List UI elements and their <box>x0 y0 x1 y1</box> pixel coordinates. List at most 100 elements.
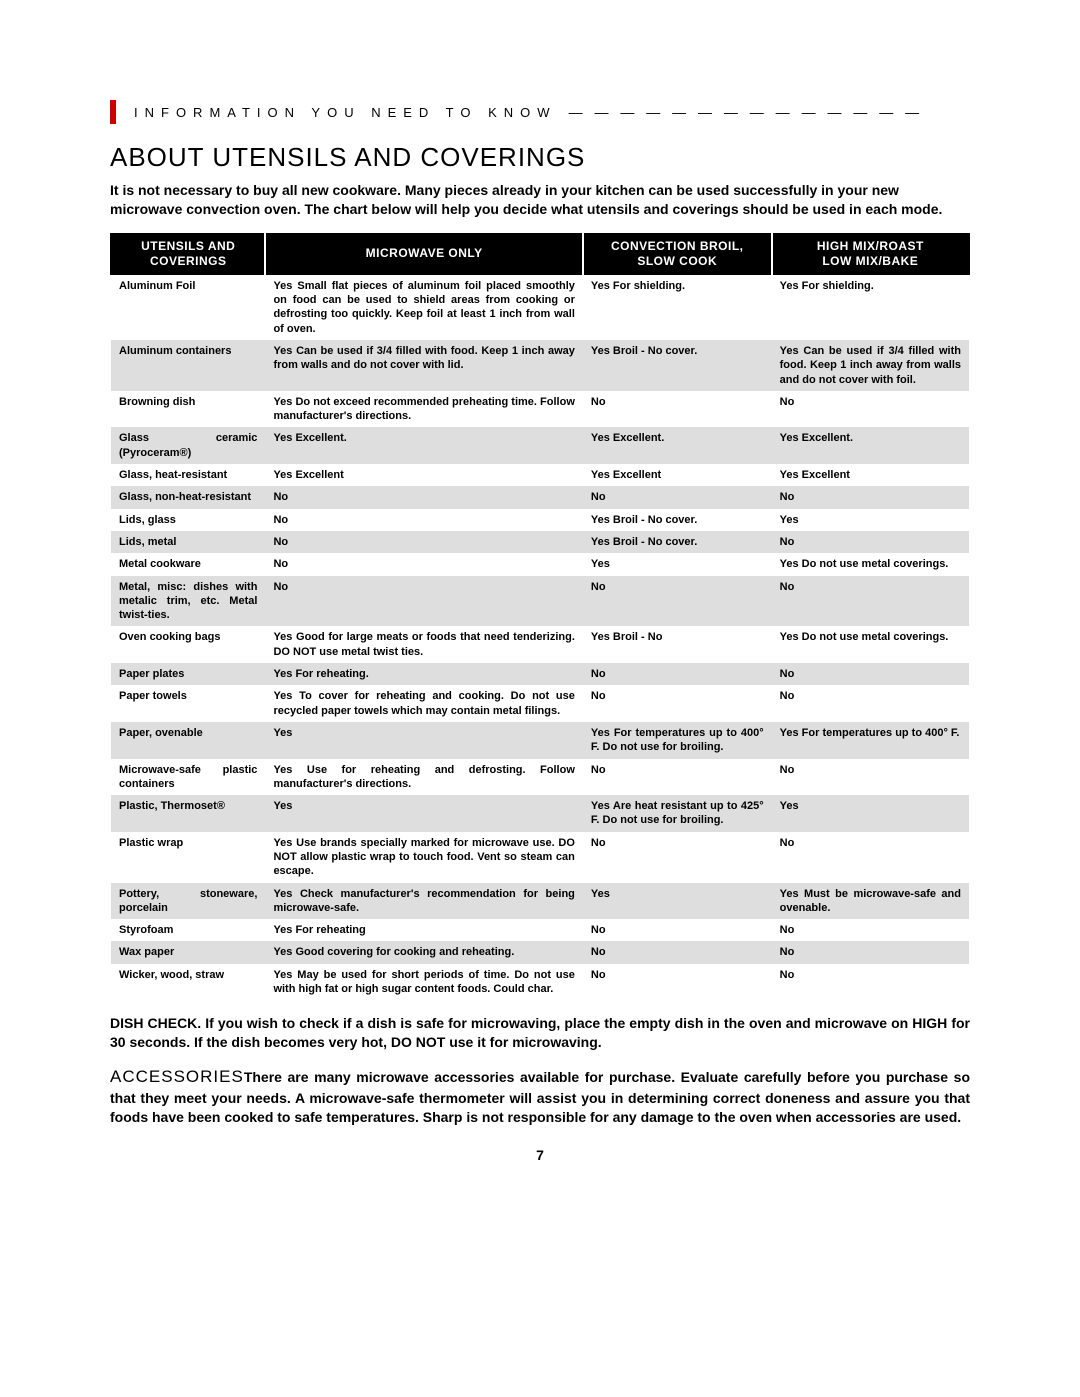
table-row: Aluminum FoilYes Small flat pieces of al… <box>111 275 969 340</box>
table-cell: Microwave-safe plastic containers <box>111 759 265 796</box>
accessories-label: ACCESSORIES <box>110 1067 244 1086</box>
table-cell: Oven cooking bags <box>111 626 265 663</box>
table-cell: Yes <box>583 883 772 920</box>
table-cell: No <box>772 486 969 508</box>
table-cell: Yes Must be microwave-safe and ovenable. <box>772 883 969 920</box>
table-cell: No <box>265 531 582 553</box>
table-cell: No <box>265 553 582 575</box>
table-cell: No <box>772 941 969 963</box>
table-row: Metal, misc: dishes with metalic trim, e… <box>111 576 969 627</box>
table-cell: Yes For reheating <box>265 919 582 941</box>
table-cell: Paper towels <box>111 685 265 722</box>
table-row: Microwave-safe plastic containersYes Use… <box>111 759 969 796</box>
table-row: Wax paperYes Good covering for cooking a… <box>111 941 969 963</box>
table-cell: Browning dish <box>111 391 265 428</box>
table-cell: Yes <box>772 795 969 832</box>
table-cell: Yes Small flat pieces of aluminum foil p… <box>265 275 582 340</box>
table-cell: Styrofoam <box>111 919 265 941</box>
page-title: ABOUT UTENSILS AND COVERINGS <box>110 142 970 173</box>
table-row: Glass, heat-resistant Yes ExcellentYes Ex… <box>111 464 969 486</box>
table-cell: Yes For shielding. <box>772 275 969 340</box>
table-cell: Lids, glass <box>111 509 265 531</box>
table-cell: Yes Broil - No <box>583 626 772 663</box>
table-row: Plastic wrapYes Use brands specially mar… <box>111 832 969 883</box>
table-cell: Yes Excellent <box>583 464 772 486</box>
th-microwave: Microwave Only <box>265 233 582 275</box>
table-cell: Wax paper <box>111 941 265 963</box>
manual-page: INFORMATION YOU NEED TO KNOW — — — — — —… <box>0 0 1080 1203</box>
table-cell: No <box>583 832 772 883</box>
table-cell: No <box>265 576 582 627</box>
utensils-table: Utensils andCoverings Microwave Only Con… <box>110 233 970 1001</box>
table-row: Aluminum containersYes Can be used if 3/… <box>111 340 969 391</box>
table-cell: Plastic wrap <box>111 832 265 883</box>
table-row: Metal cookwareNoYesYes Do not use metal … <box>111 553 969 575</box>
table-cell: Lids, metal <box>111 531 265 553</box>
accessories-paragraph: ACCESSORIESThere are many microwave acce… <box>110 1066 970 1127</box>
table-cell: Yes Excellent <box>772 464 969 486</box>
table-cell: Yes Broil - No cover. <box>583 509 772 531</box>
table-cell: No <box>772 391 969 428</box>
table-cell: Metal cookware <box>111 553 265 575</box>
intro-paragraph: It is not necessary to buy all new cookw… <box>110 181 970 219</box>
table-cell: Yes For shielding. <box>583 275 772 340</box>
page-number: 7 <box>110 1147 970 1163</box>
table-cell: No <box>583 759 772 796</box>
table-cell: Yes Excellent. <box>772 427 969 464</box>
table-cell: No <box>772 919 969 941</box>
section-header: INFORMATION YOU NEED TO KNOW — — — — — —… <box>110 100 970 124</box>
th-utensils-label: Utensils andCoverings <box>141 239 235 268</box>
dish-check-note: DISH CHECK. If you wish to check if a di… <box>110 1014 970 1052</box>
table-cell: Metal, misc: dishes with metalic trim, e… <box>111 576 265 627</box>
table-cell: Yes For reheating. <box>265 663 582 685</box>
table-body: Aluminum FoilYes Small flat pieces of al… <box>111 275 969 1001</box>
table-row: Lids, metalNoYes Broil - No cover.No <box>111 531 969 553</box>
table-cell: Yes To cover for reheating and cooking. … <box>265 685 582 722</box>
table-row: StyrofoamYes For reheatingNoNo <box>111 919 969 941</box>
table-row: Glass ceramic (Pyroceram®)Yes Excellent.… <box>111 427 969 464</box>
table-cell: No <box>772 663 969 685</box>
table-cell: Yes Excellent. <box>583 427 772 464</box>
table-row: Glass, non-heat-resistantNoNoNo <box>111 486 969 508</box>
table-cell: No <box>772 685 969 722</box>
table-cell: No <box>583 941 772 963</box>
table-cell: Yes May be used for short periods of tim… <box>265 964 582 1001</box>
table-row: Pottery, stoneware, porcelainYes Check m… <box>111 883 969 920</box>
table-cell: No <box>583 663 772 685</box>
table-row: Paper towelsYes To cover for reheating a… <box>111 685 969 722</box>
table-cell: Glass ceramic (Pyroceram®) <box>111 427 265 464</box>
table-cell: Yes Good for large meats or foods that n… <box>265 626 582 663</box>
table-cell: Yes Excellent. <box>265 427 582 464</box>
accent-bar <box>110 100 116 124</box>
th-mix-label: High Mix/RoastLow Mix/Bake <box>817 239 924 268</box>
table-row: Paper platesYes For reheating.NoNo <box>111 663 969 685</box>
section-kicker: INFORMATION YOU NEED TO KNOW <box>134 105 557 120</box>
table-cell: No <box>772 964 969 1001</box>
table-row: Lids, glassNoYes Broil - No cover.Yes <box>111 509 969 531</box>
table-cell: Aluminum containers <box>111 340 265 391</box>
table-cell: Yes Good covering for cooking and reheat… <box>265 941 582 963</box>
table-cell: Yes Check manufacturer's recommendation … <box>265 883 582 920</box>
table-cell: Wicker, wood, straw <box>111 964 265 1001</box>
table-row: Oven cooking bagsYes Good for large meat… <box>111 626 969 663</box>
table-row: Paper, ovenableYesYes For temperatures u… <box>111 722 969 759</box>
table-cell: No <box>772 832 969 883</box>
table-cell: No <box>583 486 772 508</box>
table-cell: No <box>583 919 772 941</box>
table-row: Plastic, Thermoset®YesYes Are heat resis… <box>111 795 969 832</box>
table-cell: Yes <box>583 553 772 575</box>
table-cell: Yes Can be used if 3/4 filled with food.… <box>265 340 582 391</box>
table-row: Wicker, wood, strawYes May be used for s… <box>111 964 969 1001</box>
table-cell: Glass, heat-resistant <box>111 464 265 486</box>
table-row: Browning dishYes Do not exceed recommend… <box>111 391 969 428</box>
table-cell: Yes Do not exceed recommended preheating… <box>265 391 582 428</box>
table-cell: No <box>772 576 969 627</box>
table-cell: No <box>583 391 772 428</box>
table-cell: Yes Do not use metal coverings. <box>772 553 969 575</box>
table-cell: No <box>772 759 969 796</box>
th-utensils: Utensils andCoverings <box>111 233 265 275</box>
table-cell: Aluminum Foil <box>111 275 265 340</box>
table-cell: No <box>583 576 772 627</box>
table-cell: No <box>583 685 772 722</box>
table-cell: Yes For temperatures up to 400° F. <box>772 722 969 759</box>
